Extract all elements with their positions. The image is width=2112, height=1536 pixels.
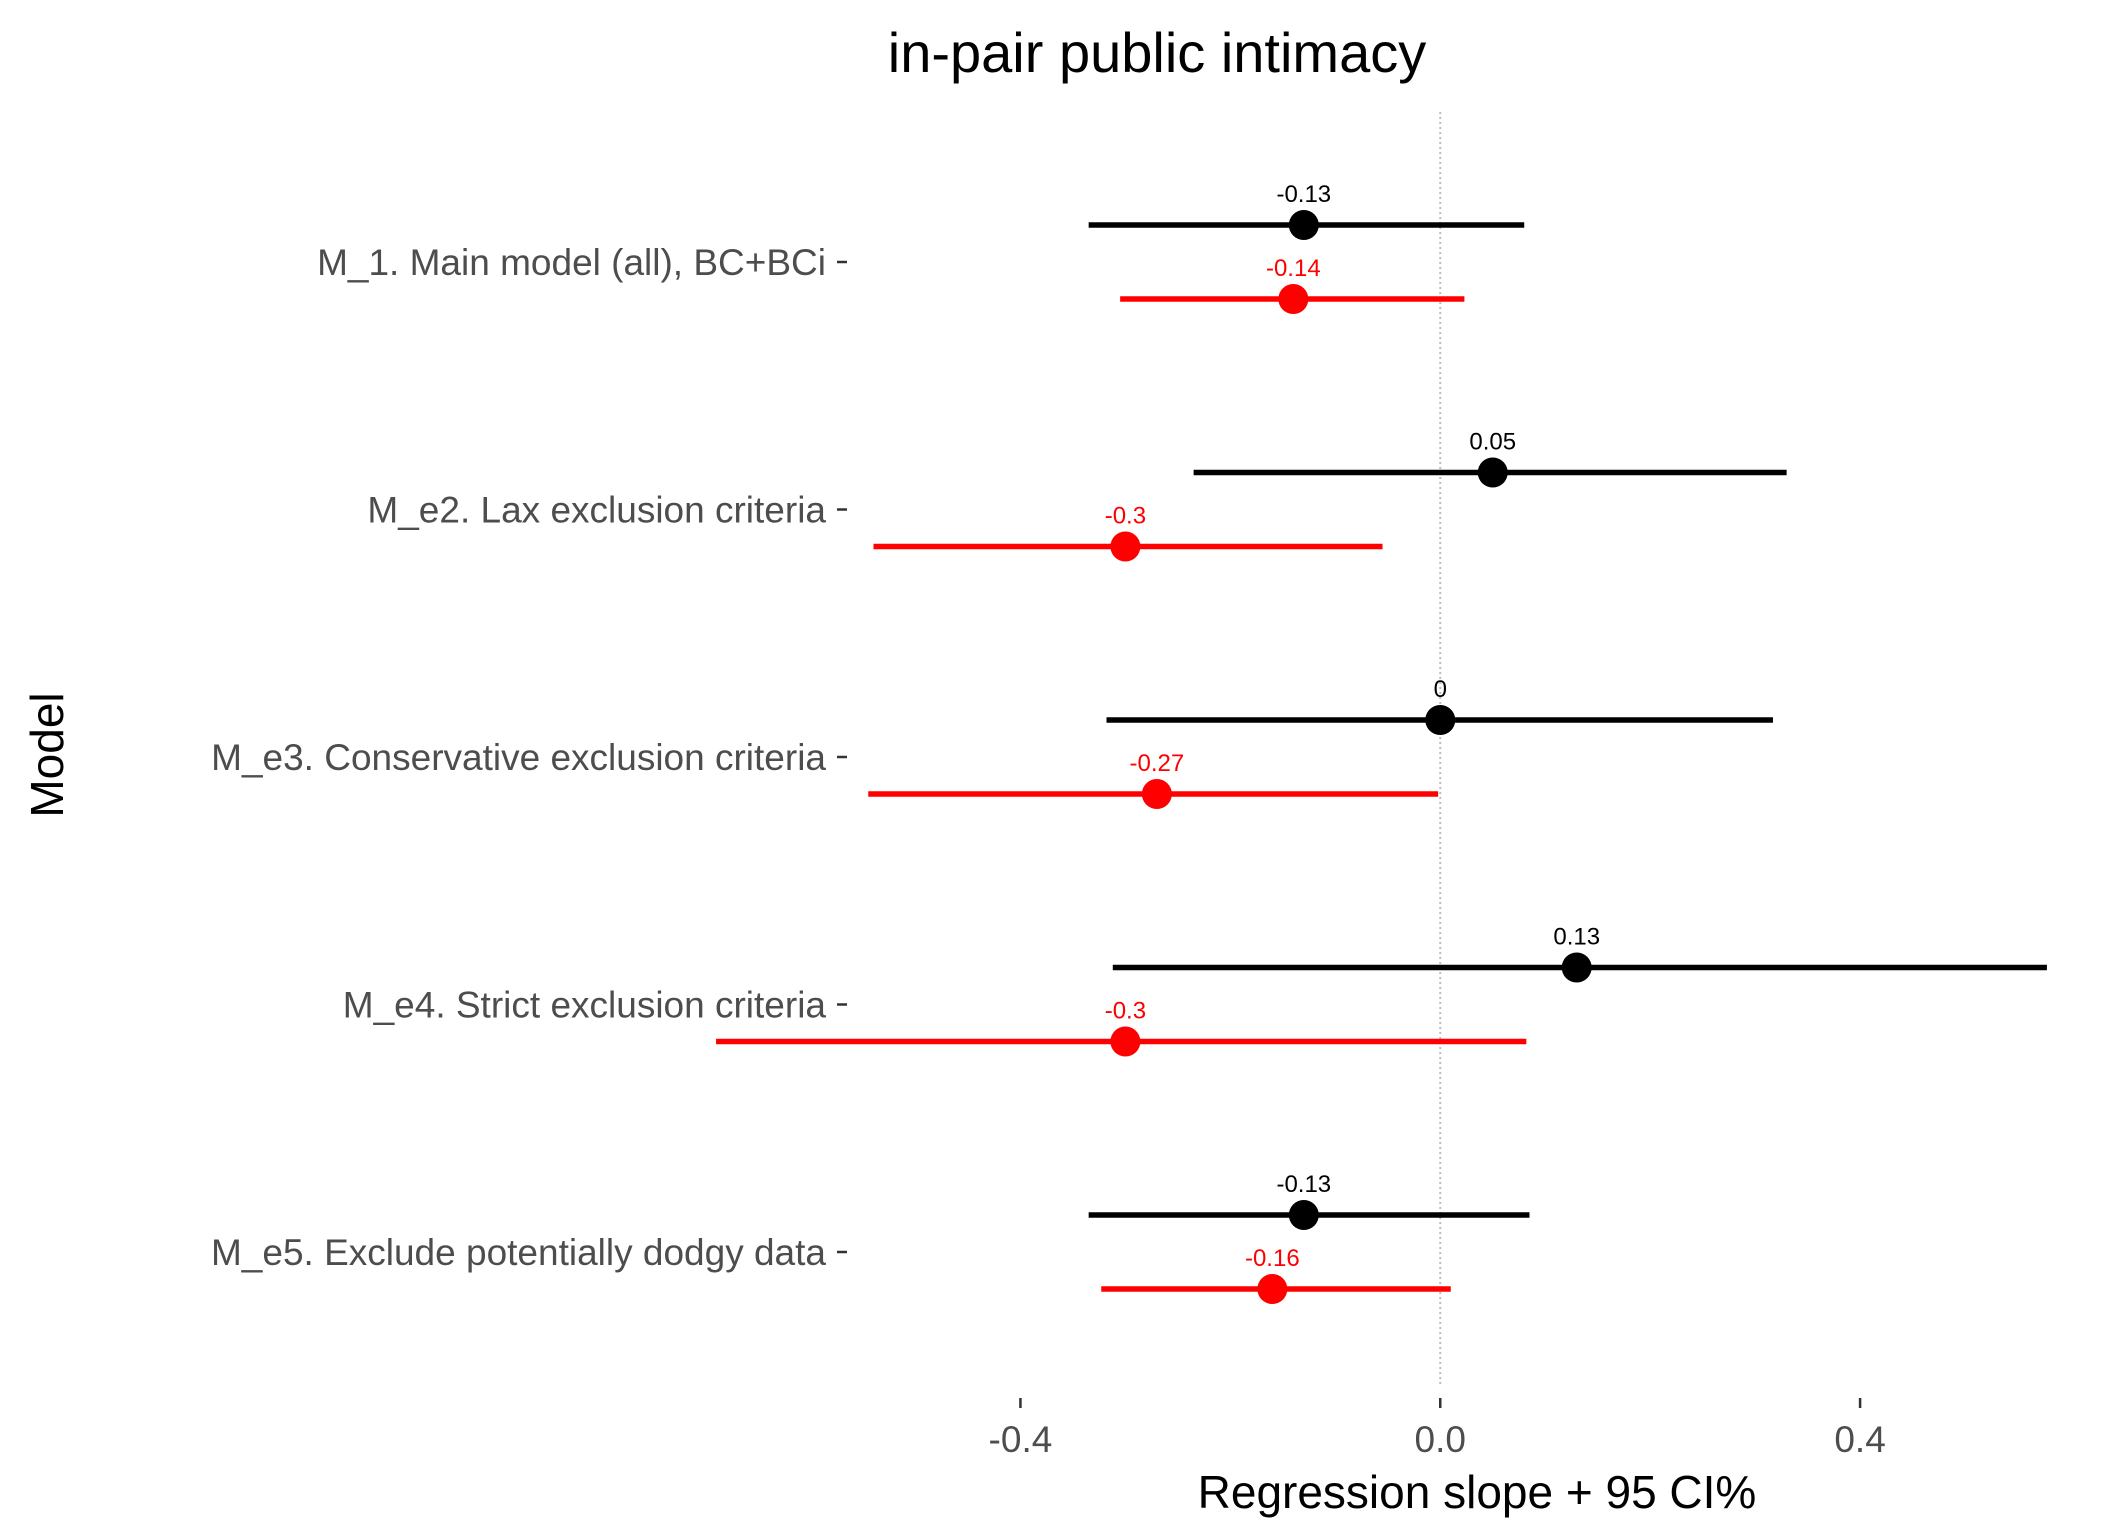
y-axis: M_1. Main model (all), BC+BCi M_e2. Lax e…	[211, 242, 847, 1273]
estimate-point	[1288, 1200, 1319, 1230]
y-tick-label: M_e5. Exclude potentially dodgy data	[211, 1232, 826, 1273]
data-label: 0.13	[1553, 924, 1600, 951]
estimate-point	[1110, 1026, 1141, 1057]
data-label: 0.05	[1469, 429, 1516, 456]
data-label: -0.14	[1266, 255, 1321, 282]
y-tick-label: M_1. Main model (all), BC+BCi	[317, 242, 826, 283]
estimate-point	[1257, 1274, 1288, 1304]
plot-area: -0.13 0.05 0 0.13 -0.13 -0.14 -0.3 -0.27 -0.3 -0.…	[716, 112, 2047, 1385]
estimate-point	[1425, 705, 1456, 735]
marks: -0.13 0.05 0 0.13 -0.13 -0.14 -0.3 -0.27 -0.3 -0.…	[716, 181, 2047, 1304]
data-label: -0.13	[1276, 181, 1331, 208]
estimate-point	[1288, 210, 1319, 240]
x-axis: -0.4 0.0 0.4	[989, 1398, 1886, 1460]
estimate-point	[1141, 779, 1172, 809]
data-label: -0.13	[1276, 1171, 1331, 1198]
y-tick-label: M_e4. Strict exclusion criteria	[343, 985, 827, 1026]
data-label: -0.27	[1130, 750, 1185, 777]
estimate-point	[1561, 952, 1592, 983]
y-tick-label: M_e3. Conservative exclusion criteria	[211, 737, 826, 778]
y-axis-title: Model	[21, 692, 73, 817]
estimate-point	[1110, 531, 1141, 562]
estimate-point	[1477, 457, 1508, 488]
x-tick-label: -0.4	[989, 1419, 1053, 1460]
data-label: -0.16	[1245, 1245, 1300, 1272]
y-tick-label: M_e2. Lax exclusion criteria	[367, 490, 826, 531]
x-tick-label: 0.4	[1834, 1419, 1885, 1460]
chart-title: in-pair public intimacy	[888, 21, 1426, 84]
data-label: 0	[1434, 676, 1447, 703]
data-label: -0.3	[1105, 503, 1146, 530]
estimate-point	[1278, 284, 1309, 314]
x-tick-label: 0.0	[1415, 1419, 1466, 1460]
x-axis-title: Regression slope + 95 CI%	[1198, 1466, 1757, 1518]
data-label: -0.3	[1105, 998, 1146, 1025]
